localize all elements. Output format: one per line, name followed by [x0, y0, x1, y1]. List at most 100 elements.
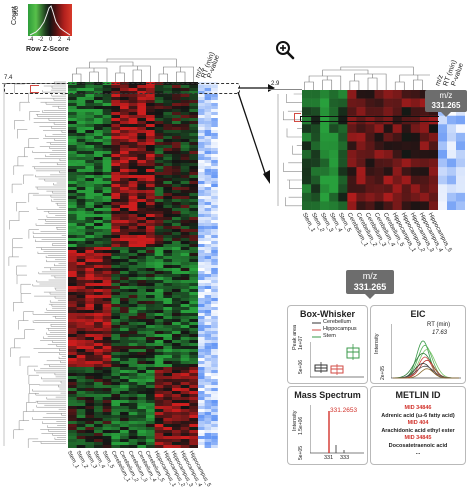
heatmap-cell — [180, 259, 190, 263]
heatmap-cell — [163, 400, 173, 404]
heatmap-cell — [111, 190, 121, 194]
box-whisker-legend-stem: Stem — [323, 333, 336, 339]
heatmap-cell — [189, 277, 198, 281]
heatmap-cell — [180, 289, 190, 293]
annotation-cell — [211, 172, 218, 176]
zoom-in-icon[interactable] — [275, 40, 295, 60]
heatmap-cell — [68, 124, 77, 128]
heatmap-cell — [163, 247, 173, 251]
heatmap-cell — [311, 98, 321, 108]
heatmap-cell — [94, 388, 103, 392]
annotation-cell — [198, 334, 205, 338]
heatmap-cell — [76, 421, 86, 425]
heatmap-cell — [94, 178, 103, 182]
annotation-cell — [198, 178, 205, 182]
heatmap-cell — [76, 106, 86, 110]
heatmap-cell — [94, 427, 103, 431]
heatmap-cell — [85, 202, 95, 206]
heatmap-cell — [311, 132, 321, 142]
heatmap-cell — [154, 322, 164, 326]
metlin-entry-id[interactable]: MID 34845 — [404, 435, 432, 441]
annotation-cell — [198, 328, 205, 332]
heatmap-cell — [172, 442, 181, 446]
heatmap-cell — [85, 232, 95, 236]
heatmap-cell — [189, 112, 198, 116]
annotation-cell — [204, 97, 212, 101]
heatmap-cell — [338, 98, 348, 108]
heatmap-cell — [120, 445, 129, 448]
heatmap-cell — [85, 325, 95, 329]
heatmap-cell — [68, 379, 77, 383]
heatmap-cell — [111, 130, 121, 134]
heatmap-cell — [172, 400, 181, 404]
heatmap-cell — [94, 394, 103, 398]
heatmap-cell — [172, 187, 181, 191]
heatmap-cell — [128, 322, 138, 326]
heatmap-cell — [94, 256, 103, 260]
annotation-cell — [211, 202, 218, 206]
annotation-cell — [204, 208, 212, 212]
heatmap-cell — [146, 247, 155, 251]
annotation-cell — [211, 427, 218, 431]
heatmap-cell — [128, 139, 138, 143]
heatmap-cell — [120, 412, 129, 416]
heatmap-cell — [94, 358, 103, 362]
annotation-cell — [198, 148, 205, 152]
heatmap-cell — [137, 415, 147, 419]
heatmap-cell — [163, 355, 173, 359]
heatmap-cell — [111, 295, 121, 299]
heatmap-cell — [189, 313, 198, 317]
heatmap-cell — [180, 343, 190, 347]
heatmap-cell — [94, 445, 103, 448]
heatmap-cell — [68, 121, 77, 125]
heatmap-cell — [76, 199, 86, 203]
heatmap-cell — [76, 367, 86, 371]
heatmap-cell — [172, 244, 181, 248]
heatmap-cell — [94, 184, 103, 188]
heatmap-cell — [68, 205, 77, 209]
heatmap-cell — [172, 190, 181, 194]
heatmap-cell — [128, 109, 138, 113]
heatmap-cell — [85, 106, 95, 110]
heatmap-cell — [111, 439, 121, 443]
heatmap-cell — [172, 220, 181, 224]
heatmap-cell — [111, 280, 121, 284]
heatmap-cell — [120, 265, 129, 269]
heatmap-cell — [163, 313, 173, 317]
heatmap-cell — [102, 94, 112, 98]
annotation-cell — [204, 442, 212, 446]
annotation-cell — [198, 373, 205, 377]
heatmap-cell — [154, 394, 164, 398]
heatmap-cell — [128, 358, 138, 362]
metlin-entry-id[interactable]: MID 404 — [407, 420, 429, 426]
mass-spectrum-x-tick: 333 — [340, 455, 350, 461]
heatmap-cell — [68, 382, 77, 386]
annotation-cell — [204, 193, 212, 197]
heatmap-cell — [128, 160, 138, 164]
heatmap-cell — [102, 88, 112, 92]
heatmap-cell — [68, 421, 77, 425]
heatmap-cell — [401, 141, 412, 151]
annotation-cell — [211, 397, 218, 401]
metlin-entry-id[interactable]: MID 34846 — [404, 405, 432, 411]
annotation-cell — [198, 175, 205, 179]
heatmap-cell — [154, 172, 164, 176]
annotation-cell — [204, 256, 212, 260]
heatmap-cell — [94, 316, 103, 320]
heatmap-cell — [180, 127, 190, 131]
heatmap-cell — [146, 136, 155, 140]
heatmap-cell — [76, 322, 86, 326]
heatmap-cell — [111, 208, 121, 212]
heatmap-cell — [180, 121, 190, 125]
heatmap-cell — [111, 442, 121, 446]
heatmap-cell — [137, 238, 147, 242]
heatmap-cell — [94, 295, 103, 299]
heatmap-cell — [68, 364, 77, 368]
heatmap-cell — [102, 103, 112, 107]
heatmap-cell — [374, 158, 384, 168]
heatmap-cell — [146, 394, 155, 398]
heatmap-cell — [146, 124, 155, 128]
annotation-cell — [198, 364, 205, 368]
heatmap-cell — [180, 163, 190, 167]
heatmap-cell — [128, 352, 138, 356]
